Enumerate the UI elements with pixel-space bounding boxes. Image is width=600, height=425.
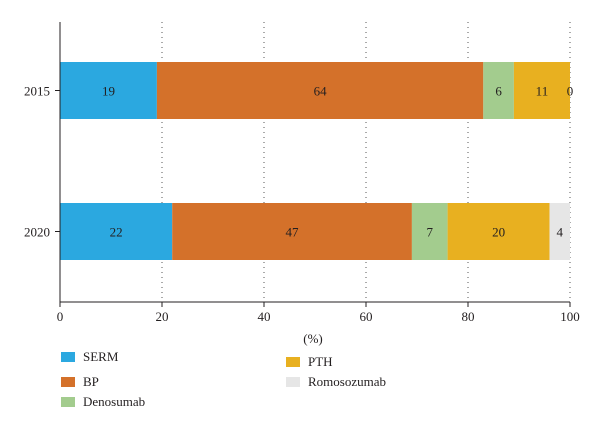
y-category-label-2020: 2020 bbox=[24, 225, 50, 240]
bar-pth-2015 bbox=[513, 62, 570, 119]
data-label-denosumab-2015: 6 bbox=[495, 84, 502, 99]
x-tick-label-40: 40 bbox=[258, 309, 271, 324]
data-label-pth-2015: 11 bbox=[536, 84, 549, 99]
x-tick-label-60: 60 bbox=[360, 309, 373, 324]
bar-denosumab-2020 bbox=[411, 203, 448, 260]
x-axis-label: (%) bbox=[303, 331, 323, 346]
data-label-pth-2020: 20 bbox=[492, 225, 505, 240]
bar-serm-2015 bbox=[60, 62, 157, 119]
bars bbox=[60, 62, 570, 260]
y-category-label-2015: 2015 bbox=[24, 84, 50, 99]
x-tick-label-20: 20 bbox=[156, 309, 169, 324]
grid-lines bbox=[161, 22, 571, 302]
bar-denosumab-2015 bbox=[483, 62, 514, 119]
data-labels: 19 64 6 11 0 22 47 7 20 4 bbox=[102, 84, 573, 240]
data-label-serm-2015: 19 bbox=[102, 84, 115, 99]
data-label-bp-2015: 64 bbox=[314, 84, 328, 99]
bar-bp-2015 bbox=[156, 62, 484, 119]
data-label-romosozumab-2020: 4 bbox=[557, 225, 564, 240]
bar-pth-2020 bbox=[447, 203, 550, 260]
x-tick-label-0: 0 bbox=[57, 309, 64, 324]
bar-bp-2020 bbox=[172, 203, 412, 260]
data-label-bp-2020: 47 bbox=[286, 225, 300, 240]
x-tick-label-100: 100 bbox=[560, 309, 580, 324]
data-label-denosumab-2020: 7 bbox=[427, 225, 434, 240]
data-label-serm-2020: 22 bbox=[110, 225, 123, 240]
data-label-romosozumab-2015: 0 bbox=[567, 84, 574, 99]
bar-serm-2020 bbox=[60, 203, 173, 260]
x-tick-label-80: 80 bbox=[462, 309, 475, 324]
bar-romosozumab-2020 bbox=[549, 203, 570, 260]
